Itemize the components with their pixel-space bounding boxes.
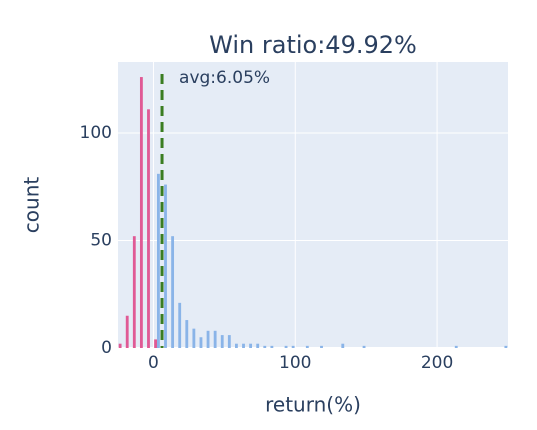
y-tick-label: 100 (80, 123, 112, 143)
chart-title: Win ratio:49.92% (209, 31, 417, 59)
x-tick-label: 200 (421, 353, 453, 373)
bar (118, 343, 122, 348)
bar (157, 173, 160, 348)
x-tick-label: 100 (279, 353, 311, 373)
bar (139, 77, 143, 348)
y-tick-label: 0 (101, 338, 112, 358)
bar (242, 343, 245, 348)
average-label: avg:6.05% (179, 68, 270, 88)
bar (235, 343, 238, 348)
bar (147, 109, 150, 348)
bar (263, 345, 267, 348)
bar (178, 302, 182, 348)
bar (305, 345, 309, 348)
bar (192, 328, 196, 348)
bar (454, 345, 458, 348)
bar (291, 345, 295, 348)
bar (171, 236, 175, 348)
bar (154, 339, 157, 348)
bar (256, 343, 260, 348)
bar (270, 345, 274, 348)
x-tick-label: 0 (148, 353, 159, 373)
plot-background (118, 62, 508, 348)
bar (213, 330, 217, 348)
bar (227, 335, 231, 348)
bar (341, 343, 345, 348)
y-tick-label: 50 (90, 230, 112, 250)
bar (125, 315, 129, 348)
bar (164, 184, 167, 348)
bar (284, 345, 288, 348)
bar (320, 345, 323, 348)
bar (206, 330, 210, 348)
bar (504, 345, 508, 348)
bar (132, 236, 136, 348)
bar (249, 343, 253, 348)
bar (220, 335, 224, 348)
bar (199, 337, 203, 348)
y-axis-title: count (20, 177, 44, 234)
bar (362, 345, 366, 348)
bar (185, 320, 189, 348)
x-axis-title: return(%) (265, 393, 361, 417)
